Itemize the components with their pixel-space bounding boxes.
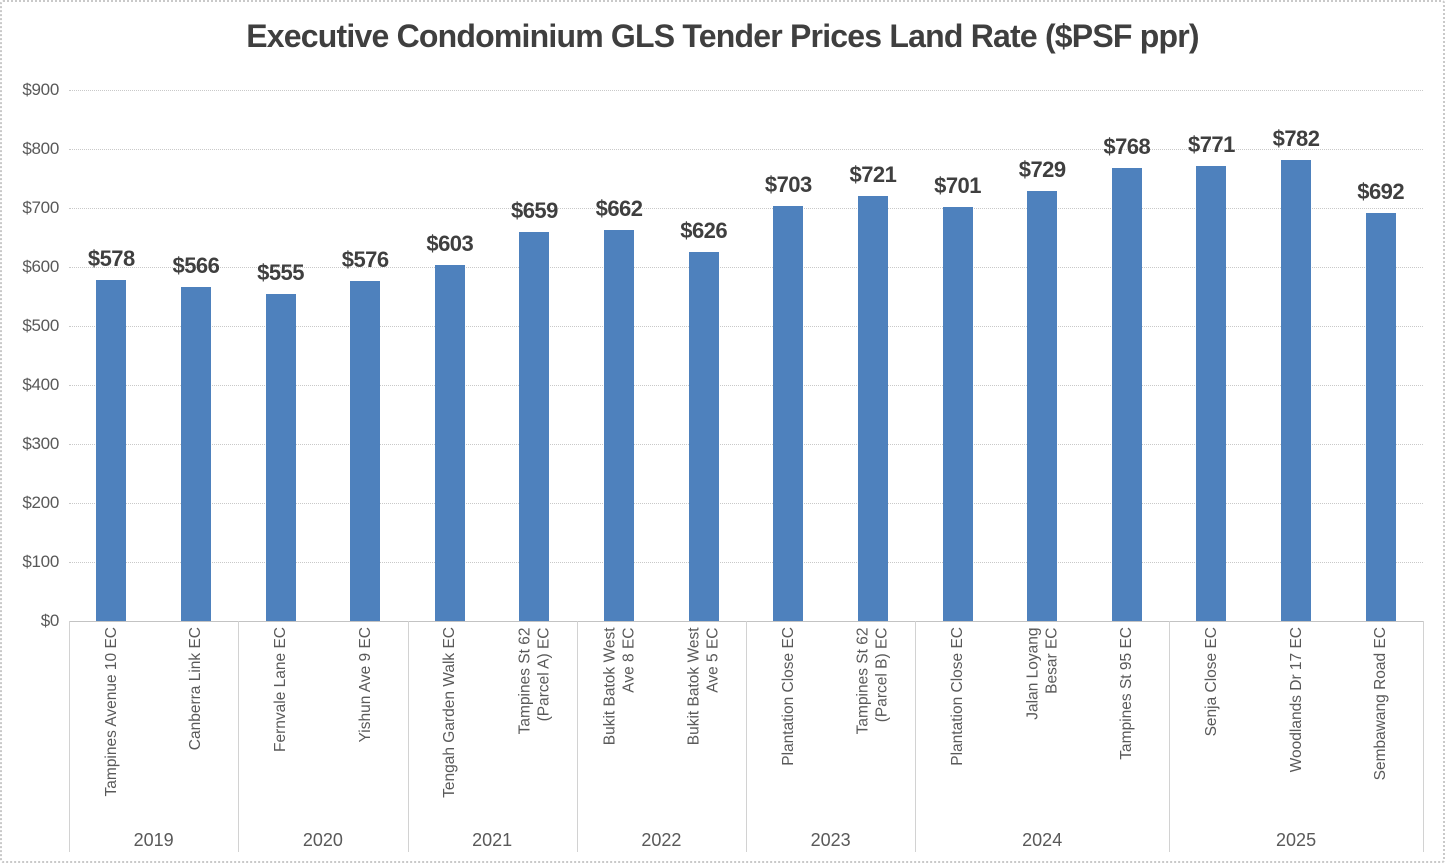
gridline: [69, 90, 1423, 91]
bar-value-label: $662: [595, 196, 643, 222]
bar: [350, 281, 381, 621]
category-label: Senja Close EC: [1202, 627, 1220, 737]
category-label: Yishun Ave 9 EC: [356, 627, 374, 743]
category-divider: [1169, 621, 1171, 852]
y-tick-label: $500: [22, 316, 59, 335]
bar: [857, 195, 888, 621]
bar: [180, 287, 211, 621]
category-label: Tampines Avenue 10 EC: [102, 627, 120, 797]
category-label: Tampines St 95 EC: [1118, 627, 1136, 760]
chart-title: Executive Condominium GLS Tender Prices …: [246, 18, 1199, 54]
category-divider: [69, 621, 70, 852]
category-label: Sembawang Road EC: [1372, 627, 1390, 781]
bar: [434, 265, 465, 621]
year-label: 2022: [641, 830, 682, 850]
category-label: Jalan Loyang Besar EC: [1024, 627, 1061, 720]
bar: [265, 293, 296, 621]
bar-value-label: $729: [1018, 156, 1066, 182]
y-tick-label: $300: [22, 434, 59, 453]
category-label: Tampines St 62 (Parcel B) EC: [854, 627, 891, 734]
category-label: Plantation Close EC: [779, 627, 797, 766]
bar: [604, 230, 635, 621]
category-label: Woodlands Dr 17 EC: [1287, 627, 1305, 773]
bar-value-label: $692: [1357, 178, 1405, 204]
bar-value-label: $782: [1272, 125, 1320, 151]
bar: [1111, 167, 1142, 621]
category-label: Canberra Link EC: [187, 627, 205, 751]
bar: [942, 207, 973, 621]
bar-value-label: $603: [426, 231, 474, 257]
gridline: [69, 326, 1423, 327]
bar: [1027, 190, 1058, 621]
category-divider: [407, 621, 409, 852]
bar: [96, 279, 127, 621]
gridline: [69, 562, 1423, 563]
bar-value-label: $659: [510, 198, 558, 224]
year-label: 2020: [302, 830, 343, 850]
bar-value-label: $578: [87, 245, 135, 271]
y-tick-label: $700: [22, 198, 59, 217]
category-divider: [576, 621, 578, 852]
bar-value-label: $701: [934, 173, 982, 199]
bar: [519, 232, 550, 621]
bar-value-label: $566: [172, 253, 220, 279]
bar: [688, 251, 719, 621]
bar-value-label: $703: [764, 172, 812, 198]
gridline: [69, 267, 1423, 268]
bar: [1196, 166, 1227, 621]
y-tick-label: $800: [22, 139, 59, 158]
gridline: [69, 385, 1423, 386]
category-divider: [746, 621, 747, 852]
bar-value-label: $555: [257, 259, 305, 285]
category-label: Bukit Batok West Ave 8 EC: [601, 627, 638, 745]
y-tick-label: $200: [22, 493, 59, 512]
gridline: [69, 208, 1423, 209]
category-label: Fernvale Lane EC: [272, 627, 290, 752]
y-tick-label: $600: [22, 257, 59, 276]
year-label: 2024: [1022, 830, 1063, 850]
y-tick-label: $400: [22, 375, 59, 394]
bar-value-label: $576: [341, 247, 389, 273]
year-label: 2021: [472, 830, 513, 850]
bar-value-label: $626: [680, 217, 728, 243]
gridline: [69, 444, 1423, 445]
bar-value-label: $721: [849, 161, 897, 187]
category-label: Bukit Batok West Ave 5 EC: [685, 627, 722, 745]
year-label: 2023: [810, 830, 851, 850]
category-divider: [915, 621, 917, 852]
gridline: [69, 503, 1423, 504]
gridline: [69, 149, 1423, 150]
y-tick-label: $0: [40, 611, 60, 630]
category-label: Tampines St 62 (Parcel A) EC: [516, 627, 553, 734]
bar: [1365, 212, 1396, 621]
y-tick-label: $900: [22, 80, 59, 99]
year-label: 2025: [1276, 830, 1317, 850]
year-label: 2019: [133, 830, 174, 850]
category-divider: [238, 621, 240, 852]
y-tick-label: $100: [22, 552, 59, 571]
category-label: Plantation Close EC: [949, 627, 967, 766]
category-label: Tengah Garden Walk EC: [441, 627, 459, 798]
bar: [773, 206, 804, 621]
category-divider: [1423, 621, 1424, 852]
bar: [1281, 159, 1312, 621]
bar-value-label: $771: [1187, 132, 1235, 158]
bar-value-label: $768: [1103, 133, 1151, 159]
